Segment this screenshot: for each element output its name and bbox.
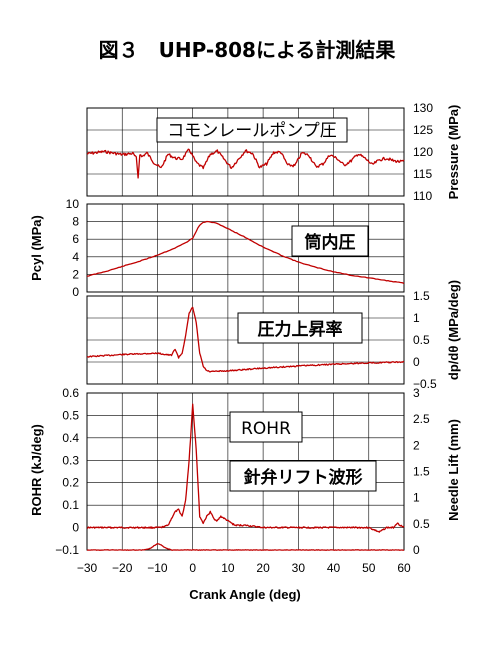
x-tick-label: 20	[256, 561, 270, 575]
y-tick-label: 10	[66, 197, 80, 211]
pressure-rise-rate-line	[86, 306, 405, 373]
y-tick-label: 125	[413, 123, 433, 137]
x-tick-label: 10	[221, 561, 235, 575]
y-tick-label: 0.6	[62, 386, 79, 400]
pressure-rise-rate-ylabel: dp/dθ (MPa/deg)	[446, 280, 461, 380]
y-tick-label: −0.1	[55, 543, 79, 557]
x-tick-label: −10	[147, 561, 168, 575]
x-tick-label: 60	[397, 561, 411, 575]
y-tick-label: 1.5	[413, 465, 430, 479]
y-tick-label: 1.5	[413, 289, 430, 303]
y-tick-label: 130	[413, 101, 433, 115]
cylinder-pressure-title-box	[291, 225, 369, 257]
y-tick-label: 1	[413, 311, 420, 325]
panel-cylinder-pressure: 筒内圧 10 8 6 4 2 0 Pcyl (MPa)	[29, 197, 405, 299]
y-tick-label: 0.2	[62, 476, 79, 490]
panel-rail-pressure: コモンレールポンプ圧 130 125 120 115 110 Pressure (MPa…	[86, 101, 461, 203]
y-tick-label: 0	[413, 355, 420, 369]
needle-lift-ylabel: Needle Lift (mm)	[446, 419, 461, 521]
y-tick-label: 0.5	[62, 408, 79, 422]
rail-pressure-line	[86, 148, 405, 179]
y-tick-label: 2	[413, 438, 420, 452]
needle-lift-title: 針弁リフト波形	[244, 467, 363, 488]
pressure-rise-rate-title: 圧力上昇率	[258, 319, 343, 340]
rohr-ylabel: ROHR (kJ/deg)	[29, 424, 44, 516]
y-tick-label: 3	[413, 386, 420, 400]
panel-rohr: ROHR 針弁リフト波形 0.6 0.5 0.4 0.3 0.2 0.1 0 −0.1 3 2.…	[29, 386, 461, 602]
x-axis-label: Crank Angle (deg)	[189, 587, 300, 602]
cylinder-pressure-ylabel: Pcyl (MPa)	[29, 215, 44, 281]
cylinder-pressure-title: 筒内圧	[305, 232, 356, 253]
panel-pressure-rise-rate: 圧力上昇率 1.5 1 0.5 0 −0.5 dp/dθ (MPa/deg)	[86, 280, 461, 391]
x-tick-label: 40	[327, 561, 341, 575]
y-tick-label: 0.5	[413, 517, 430, 531]
y-tick-label: 120	[413, 145, 433, 159]
y-tick-label: 0	[413, 543, 420, 557]
cylinder-pressure-line	[86, 220, 405, 285]
rail-pressure-title: コモンレールポンプ圧	[167, 121, 337, 141]
y-tick-label: 0.3	[62, 453, 79, 467]
y-tick-label: 2.5	[413, 412, 430, 426]
rohr-line	[86, 403, 405, 533]
y-tick-label: 0	[72, 285, 79, 299]
x-tick-label: 30	[292, 561, 306, 575]
rohr-title: ROHR	[241, 419, 291, 439]
y-tick-label: 115	[413, 167, 432, 181]
rail-pressure-title-box	[156, 117, 348, 143]
y-tick-label: 8	[72, 215, 79, 229]
y-tick-label: 2	[72, 267, 79, 281]
y-tick-label: 4	[72, 250, 79, 264]
rohr-title-box	[229, 411, 303, 443]
rail-pressure-ylabel: Pressure (MPa)	[446, 105, 461, 200]
y-tick-label: 0.5	[413, 333, 430, 347]
needle-lift-line	[86, 542, 405, 551]
y-tick-label: 0	[72, 521, 79, 535]
needle-lift-title-box	[229, 460, 377, 492]
y-tick-label: 0.4	[62, 431, 79, 445]
x-tick-label: 0	[189, 561, 196, 575]
y-tick-label: 0.1	[62, 498, 79, 512]
pressure-rise-rate-title-box	[237, 312, 363, 344]
x-tick-label: −30	[77, 561, 98, 575]
y-tick-label: 110	[413, 189, 432, 203]
y-tick-label: 1	[413, 491, 420, 505]
panel-cylinder-pressure-frame	[86, 203, 405, 293]
panel-pressure-rise-rate-frame	[86, 295, 405, 385]
x-tick-label: 50	[362, 561, 376, 575]
y-tick-label: −0.5	[413, 377, 437, 391]
figure-title: 図３ UHP-808による計測結果	[99, 38, 396, 62]
y-tick-label: 6	[72, 232, 79, 246]
x-tick-label: −20	[112, 561, 133, 575]
panel-rail-pressure-frame	[86, 107, 405, 197]
